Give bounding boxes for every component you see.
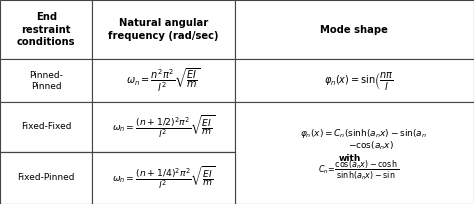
- Text: with: with: [338, 154, 361, 163]
- Bar: [92, 152, 235, 204]
- Bar: [0, 102, 92, 152]
- Text: Pinned-
Pinned: Pinned- Pinned: [29, 71, 63, 91]
- Text: $\omega_n = \dfrac{(n+1/2)^2\pi^2}{l^2}\sqrt{\dfrac{EI}{m}}$: $\omega_n = \dfrac{(n+1/2)^2\pi^2}{l^2}\…: [112, 113, 215, 141]
- Bar: [235, 0, 474, 59]
- Text: End
restraint
conditions: End restraint conditions: [17, 12, 75, 47]
- Text: $C_n\!=\!\dfrac{\cos(a_n x) - \cosh}{\sinh(a_n x) - \sin}$: $C_n\!=\!\dfrac{\cos(a_n x) - \cosh}{\si…: [319, 159, 400, 182]
- Bar: [0, 152, 92, 204]
- Bar: [235, 59, 474, 102]
- Text: Fixed-Pinned: Fixed-Pinned: [18, 173, 75, 183]
- Bar: [0, 0, 92, 59]
- Text: Mode shape: Mode shape: [320, 24, 388, 35]
- Text: $- \cos(a_n x)$: $- \cos(a_n x)$: [348, 140, 394, 152]
- Text: $\varphi_n(x) = C_n(\sinh(a_n x) - \sin(a_n$: $\varphi_n(x) = C_n(\sinh(a_n x) - \sin(…: [301, 127, 427, 140]
- Bar: [92, 0, 235, 59]
- Bar: [235, 102, 474, 204]
- Bar: [92, 102, 235, 152]
- Bar: [0, 59, 92, 102]
- Text: $\varphi_n(x) = \sin\!\left(\dfrac{n\pi}{l}\right.$: $\varphi_n(x) = \sin\!\left(\dfrac{n\pi}…: [324, 70, 394, 92]
- Text: $\omega_n = \dfrac{n^2\pi^2}{l^2}\sqrt{\dfrac{EI}{m}}$: $\omega_n = \dfrac{n^2\pi^2}{l^2}\sqrt{\…: [127, 67, 201, 94]
- Bar: [92, 59, 235, 102]
- Text: $\omega_n = \dfrac{(n+1/4)^2\pi^2}{l^2}\sqrt{\dfrac{EI}{m}}$: $\omega_n = \dfrac{(n+1/4)^2\pi^2}{l^2}\…: [112, 164, 215, 192]
- Text: Fixed-Fixed: Fixed-Fixed: [21, 122, 72, 132]
- Text: Natural angular
frequency (rad/sec): Natural angular frequency (rad/sec): [108, 18, 219, 41]
